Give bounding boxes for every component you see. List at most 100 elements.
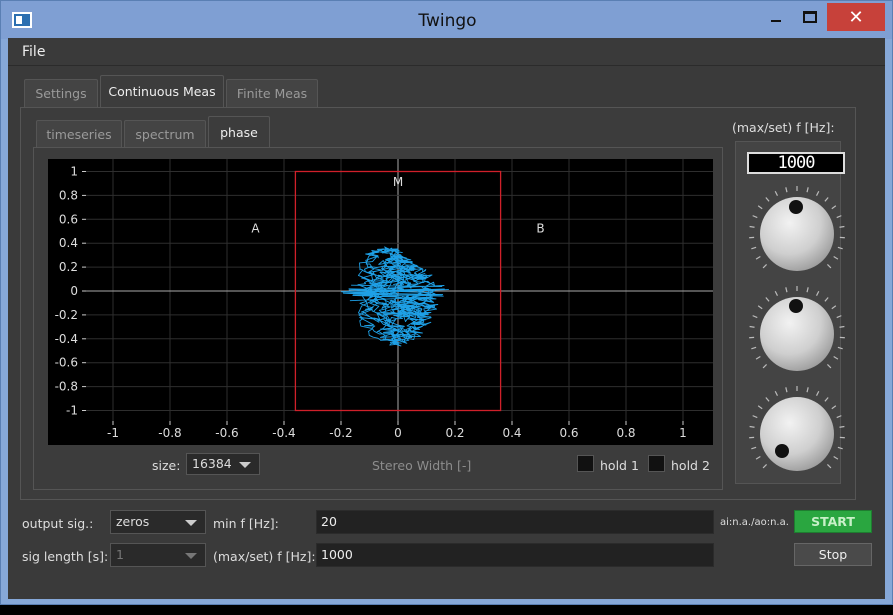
knob-tick	[749, 225, 755, 228]
center-region-box	[294, 170, 502, 412]
sig-length-label: sig length [s]:	[22, 549, 109, 564]
region-label-b: B	[536, 221, 544, 235]
y-tick-label: -0.6	[55, 356, 78, 370]
knob-tick	[831, 405, 837, 410]
knob-tick	[839, 425, 845, 428]
hold-1-checkbox[interactable]	[577, 455, 594, 472]
knob-tick	[774, 190, 779, 196]
maximize-icon	[803, 11, 817, 23]
window-title: Twingo	[418, 11, 477, 31]
close-icon: ✕	[848, 6, 864, 28]
chevron-down-icon	[185, 553, 197, 559]
knob-tick	[815, 390, 820, 396]
knob-tick	[824, 197, 829, 202]
frequency-knob-3[interactable]	[746, 383, 848, 485]
knob-tick	[833, 255, 839, 260]
menu-bar: File	[8, 38, 885, 66]
x-tick-label: -0.8	[158, 426, 181, 440]
output-sig-label: output sig.:	[22, 516, 94, 531]
knob-tick	[752, 415, 758, 419]
phase-plot[interactable]: -1 -0.8 -0.6 -0.4 -0.2 0 0.2 0.4 0.6 0.8 1 1 0.8 0.6 0…	[48, 159, 713, 445]
min-f-input[interactable]: 20	[316, 510, 714, 534]
app-window-icon	[12, 12, 32, 28]
minimize-button[interactable]	[761, 3, 791, 31]
knob-tick	[837, 346, 843, 350]
tab-timeseries[interactable]: timeseries	[36, 120, 122, 148]
knob-tick	[762, 263, 768, 269]
x-tick-label: -0.4	[272, 426, 295, 440]
stop-button[interactable]: Stop	[794, 543, 872, 566]
chevron-down-icon	[185, 520, 197, 526]
knob-tick	[755, 455, 761, 460]
knob-tick	[749, 425, 755, 428]
knob-tick	[826, 263, 832, 269]
size-label: size:	[152, 458, 181, 473]
tab-settings[interactable]: Settings	[24, 79, 98, 107]
x-tick-label: -0.2	[329, 426, 352, 440]
output-sig-value: zeros	[116, 514, 150, 529]
frequency-knob-1[interactable]	[746, 183, 848, 285]
knob-tick	[751, 446, 757, 450]
knob-tick	[752, 315, 758, 319]
x-tick-label: 1	[679, 426, 687, 440]
y-tick-label: 0.6	[59, 212, 78, 226]
frequency-knob-2[interactable]	[746, 283, 848, 385]
y-tick-label: 0.4	[59, 236, 78, 250]
x-tick-label: -1	[107, 426, 119, 440]
maximize-button[interactable]	[795, 3, 825, 31]
x-tick-label: 0	[394, 426, 402, 440]
knob-tick	[751, 246, 757, 250]
knob-tick	[762, 363, 768, 369]
max-f-input[interactable]: 1000	[316, 543, 714, 567]
hold-2-label: hold 2	[671, 458, 710, 473]
region-label-m: M	[393, 175, 403, 189]
knob-tick	[839, 325, 845, 328]
output-sig-dropdown[interactable]: zeros	[110, 510, 206, 534]
knob-tick	[755, 355, 761, 360]
sig-length-dropdown[interactable]: 1	[110, 543, 206, 567]
knob-tick	[824, 297, 829, 302]
y-tick-label: -0.8	[55, 380, 78, 394]
phase-trace	[340, 246, 449, 347]
hold-2-checkbox[interactable]	[648, 455, 665, 472]
title-bar[interactable]: Twingo ✕	[1, 1, 892, 39]
y-tick-label: 0	[70, 284, 78, 298]
knob-tick	[785, 387, 788, 393]
tab-phase[interactable]: phase	[208, 116, 270, 148]
knob-tick	[806, 187, 809, 193]
tab-continuous-meas[interactable]: Continuous Meas	[100, 75, 224, 107]
tab-finite-meas[interactable]: Finite Meas	[226, 79, 318, 107]
region-label-a: A	[251, 221, 260, 235]
knob-tick	[765, 297, 770, 302]
knob-tick	[755, 255, 761, 260]
sig-length-value: 1	[116, 547, 124, 562]
start-button[interactable]: START	[794, 510, 872, 533]
size-dropdown[interactable]: 16384	[186, 453, 260, 475]
tab-spectrum[interactable]: spectrum	[124, 120, 206, 148]
chevron-down-icon	[239, 462, 251, 468]
knob-tick	[806, 287, 809, 293]
phase-plot-canvas[interactable]: -1 -0.8 -0.6 -0.4 -0.2 0 0.2 0.4 0.6 0.8 1 1 0.8 0.6 0…	[48, 159, 713, 445]
knob-tick	[815, 290, 820, 296]
x-tick-label: -0.6	[215, 426, 238, 440]
knob-tick	[836, 415, 842, 419]
knob-tick	[774, 390, 779, 396]
knob-tick	[837, 246, 843, 250]
knob-tick	[785, 287, 788, 293]
knob-tick	[757, 305, 763, 310]
knob-tick	[751, 346, 757, 350]
x-tick-label: 0.2	[445, 426, 464, 440]
knob-tick	[762, 463, 768, 469]
minimize-icon	[771, 20, 781, 22]
close-button[interactable]: ✕	[827, 3, 885, 31]
knob-tick	[824, 397, 829, 402]
knob-tick	[765, 397, 770, 402]
knob-tick	[752, 215, 758, 219]
knob-tick	[785, 187, 788, 193]
io-status: ai:n.a./ao:n.a.	[720, 517, 789, 528]
knob-tick	[806, 387, 809, 393]
knob-tick	[836, 215, 842, 219]
menu-file[interactable]: File	[22, 44, 46, 60]
y-tick-label: 1	[70, 165, 78, 179]
knob-panel-title: (max/set) f [Hz]:	[732, 120, 835, 135]
